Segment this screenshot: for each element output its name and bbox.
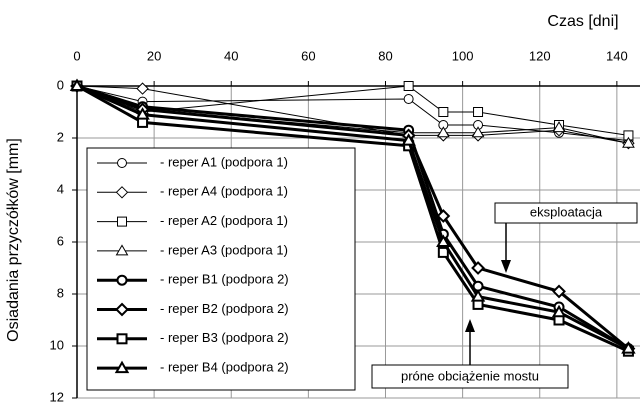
legend-label: - reper A2 (podpora 1) — [160, 213, 288, 228]
legend-label: - reper A1 (podpora 1) — [160, 154, 288, 169]
x-tick-label: 60 — [301, 48, 315, 63]
legend-label: - reper B4 (podpora 2) — [160, 360, 289, 375]
y-tick-label: 4 — [57, 181, 64, 196]
y-tick-label: 2 — [57, 129, 64, 144]
marker — [622, 136, 635, 148]
marker — [436, 209, 451, 223]
y-tick-label: 10 — [50, 337, 64, 352]
marker — [471, 261, 485, 275]
annotation: próne obciążenie mostu — [401, 368, 539, 383]
arrow-head — [501, 260, 511, 273]
legend-marker — [116, 274, 128, 286]
marker — [135, 107, 150, 120]
marker — [473, 107, 484, 117]
marker — [438, 107, 449, 117]
marker — [436, 126, 450, 138]
legend-marker — [115, 302, 129, 317]
annotation-box — [494, 202, 638, 224]
marker — [437, 246, 449, 258]
legend-marker — [114, 360, 130, 374]
marker — [403, 94, 414, 104]
legend-marker — [116, 333, 128, 345]
legend-marker — [115, 244, 129, 256]
arrow-head — [465, 319, 475, 332]
marker — [401, 133, 416, 146]
x-tick-label: 140 — [606, 48, 628, 63]
legend-marker — [117, 216, 127, 227]
legend-marker — [115, 186, 129, 199]
marker — [69, 78, 85, 91]
annotation: eksploatacja — [530, 204, 603, 219]
marker — [551, 304, 567, 318]
legend-label: - reper B1 (podpora 2) — [160, 272, 289, 287]
y-axis-title: Osiadania przyczółków [mm] — [5, 138, 22, 342]
x-axis-title: Czas [dni] — [547, 13, 618, 30]
legend-label: - reper B2 (podpora 2) — [160, 301, 289, 316]
x-tick-label: 0 — [73, 48, 80, 63]
x-tick-label: 80 — [378, 48, 392, 63]
series-line — [76, 85, 629, 142]
legend-marker — [117, 158, 127, 168]
x-tick-label: 20 — [147, 48, 161, 63]
x-tick-label: 100 — [452, 48, 474, 63]
legend-label: - reper A3 (podpora 1) — [160, 242, 288, 257]
marker — [621, 341, 636, 354]
marker — [471, 126, 485, 138]
legend-label: - reper A4 (podpora 1) — [160, 184, 288, 199]
marker — [552, 284, 566, 299]
x-tick-label: 120 — [529, 48, 551, 63]
legend-box — [86, 147, 356, 391]
marker — [552, 121, 566, 133]
y-tick-label: 12 — [50, 389, 64, 404]
legend-label: - reper B3 (podpora 2) — [160, 330, 289, 345]
marker — [403, 81, 414, 91]
x-tick-label: 40 — [224, 48, 238, 63]
marker — [470, 289, 486, 302]
marker — [436, 234, 451, 247]
y-tick-label: 0 — [57, 77, 64, 92]
y-tick-label: 8 — [57, 285, 64, 300]
marker — [136, 82, 149, 95]
y-tick-label: 6 — [57, 233, 64, 248]
